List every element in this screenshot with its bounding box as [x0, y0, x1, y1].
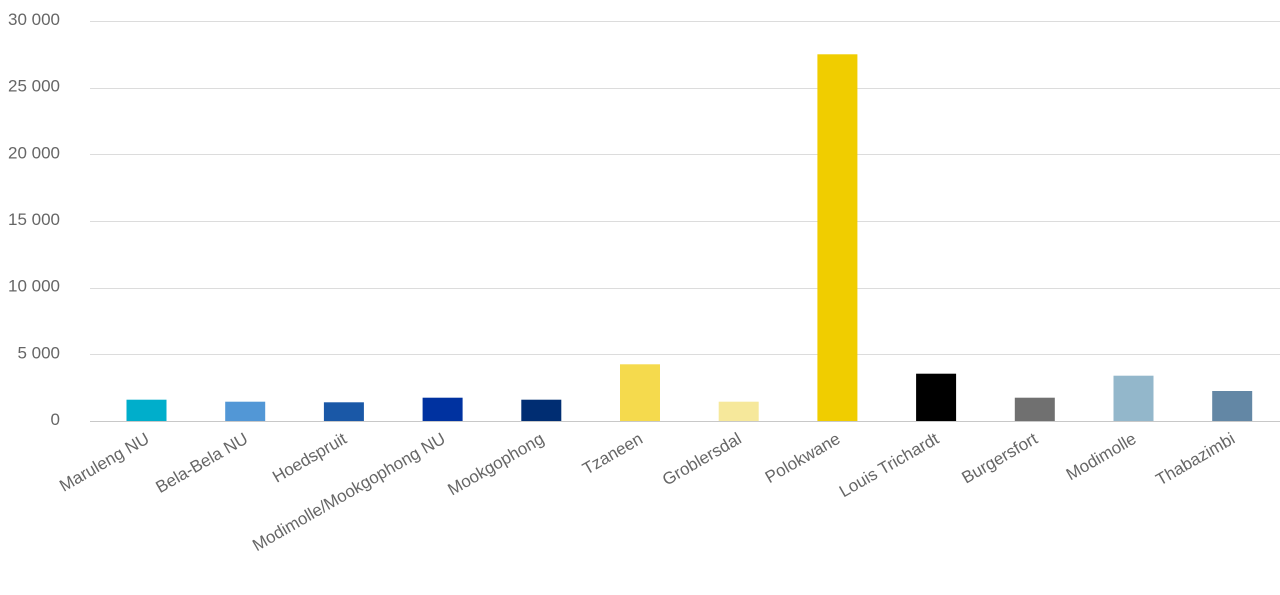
- x-tick-label: Modimolle/Mookgophong NU: [249, 429, 448, 555]
- bar: [422, 397, 463, 421]
- bar: [718, 401, 759, 421]
- bar: [916, 373, 957, 421]
- bar: [1113, 375, 1154, 421]
- x-tick-label: Hoedspruit: [269, 429, 350, 487]
- x-tick-label: Modimolle: [1063, 429, 1140, 484]
- x-tick-label: Louis Trichardt: [836, 429, 942, 501]
- y-tick-label: 10 000: [8, 277, 60, 296]
- bar: [1212, 391, 1253, 421]
- x-tick-label: Polokwane: [762, 429, 844, 487]
- y-tick-label: 15 000: [8, 210, 60, 229]
- y-tick-label: 5 000: [17, 343, 60, 362]
- x-tick-label: Burgersfort: [958, 429, 1041, 488]
- x-tick-label: Mookgophong: [444, 429, 547, 499]
- x-tick-label: Groblersdal: [659, 429, 745, 489]
- bar: [817, 54, 858, 422]
- bars: [126, 54, 1253, 422]
- x-tick-label: Bela-Bela NU: [152, 429, 251, 497]
- bar: [1014, 397, 1055, 421]
- bar: [521, 399, 562, 421]
- y-tick-label: 20 000: [8, 143, 60, 162]
- bar: [225, 401, 266, 421]
- y-tick-label: 0: [51, 410, 60, 429]
- bar: [620, 364, 660, 421]
- bar: [126, 399, 167, 421]
- y-tick-label: 30 000: [8, 10, 60, 29]
- x-tick-label: Tzaneen: [579, 429, 646, 479]
- bar: [323, 402, 364, 421]
- y-axis-ticks: 0 5 000 10 000 15 000 20 000 25 000 30 000: [8, 10, 60, 429]
- x-tick-label: Thabazimbi: [1153, 429, 1239, 489]
- x-axis-ticks: Maruleng NU Bela-Bela NU HoedspruitModimol…: [56, 429, 1238, 555]
- grid-lines: [90, 21, 1280, 422]
- y-tick-label: 25 000: [8, 77, 60, 96]
- x-tick-label: Maruleng NU: [56, 429, 152, 496]
